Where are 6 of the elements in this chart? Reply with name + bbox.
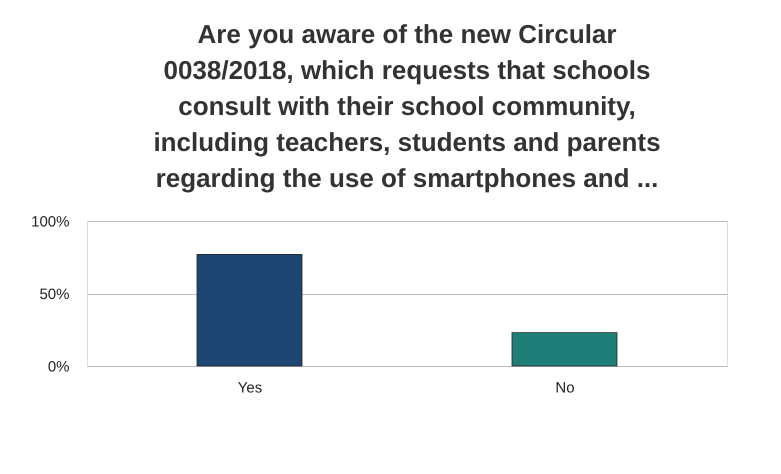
- y-tick-label: 100%: [31, 214, 70, 230]
- x-tick-label: Yes: [238, 380, 262, 396]
- chart-title: Are you aware of the new Circular 0038/2018, which requests that schools consult with their school community, including teachers, students and parents regarding the use of smartphones and ...: [153, 19, 661, 193]
- y-tick-label: 50%: [39, 286, 70, 303]
- x-tick-label: No: [555, 380, 575, 396]
- y-tick-label: 0%: [48, 358, 70, 376]
